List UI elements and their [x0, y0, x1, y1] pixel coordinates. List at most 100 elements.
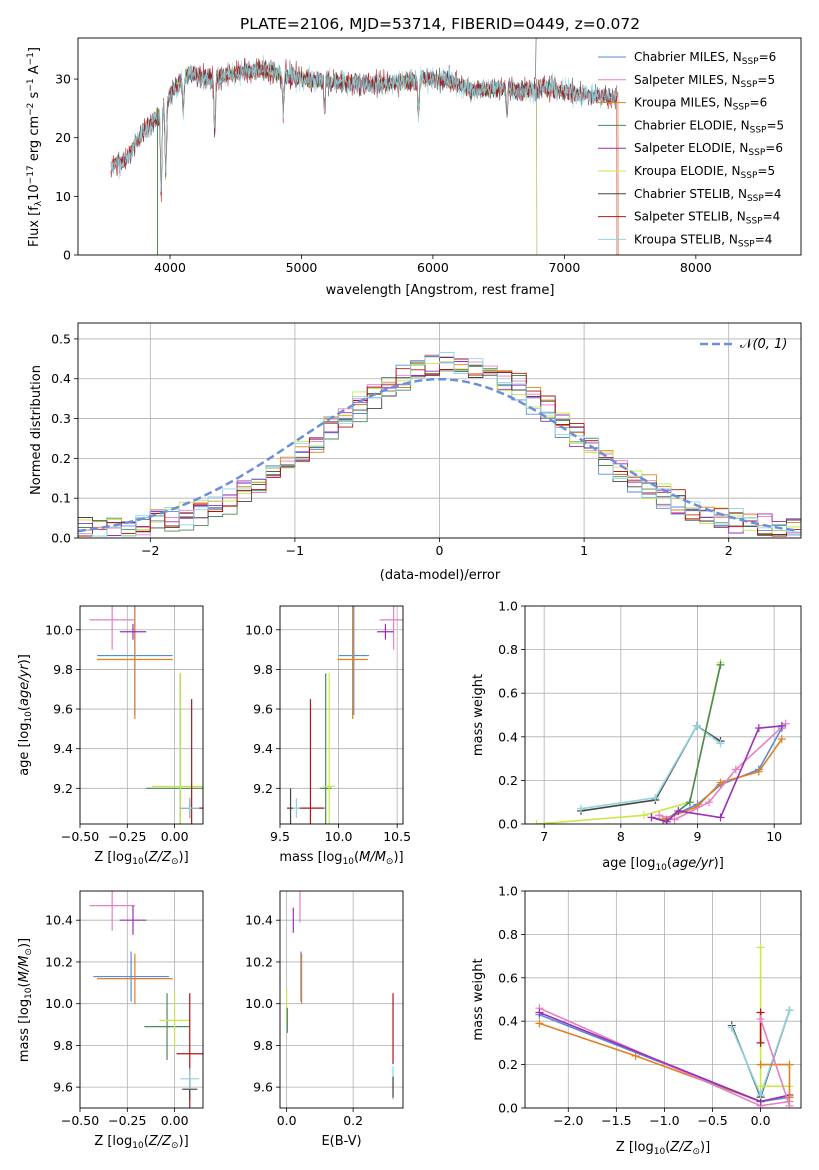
label-part: Z [669, 1140, 680, 1155]
weight-marker [756, 1015, 765, 1024]
y-tick-label: 0.6 [498, 970, 518, 985]
label-part: age [log [17, 723, 32, 776]
hist-kroupa-stelib [78, 351, 801, 537]
label-part: age [log [602, 856, 655, 871]
weight-marker [756, 1038, 765, 1047]
label-part: Z [148, 850, 159, 865]
label-part: =5 [757, 73, 775, 87]
label-part: Salpeter ELODIE, N [634, 141, 748, 155]
label-part: mass weight [471, 674, 486, 756]
x-tick-label: 0.0 [277, 1113, 297, 1128]
label-part: )] [179, 850, 189, 865]
plot-area [280, 891, 403, 1108]
y-tick-label: 9.8 [53, 1038, 73, 1053]
x-tick-label: −1.0 [649, 1113, 679, 1128]
weight-marker [716, 813, 725, 822]
y-tick-label: 0.0 [51, 531, 71, 546]
weight-marker [756, 1082, 765, 1091]
weight-line-kroupa-stelib [580, 724, 721, 810]
plot-area [525, 606, 801, 824]
legend-entry: Kroupa ELODIE, NSSP=5 [634, 164, 775, 181]
y-tick-label: 10.0 [245, 622, 273, 637]
label-part: Kroupa ELODIE, N [634, 164, 741, 178]
x-axis-label: E(B-V) [321, 1134, 361, 1149]
label-part: −2 [26, 103, 36, 116]
plot-area [110, 38, 619, 255]
label-part: 10 [654, 1147, 666, 1157]
weight-marker [705, 798, 713, 807]
label-part: ⊙ [386, 857, 394, 867]
x-tick-label: 7 [540, 829, 548, 844]
y-tick-label: 0.0 [498, 817, 518, 832]
weight-line-chabrier-miles [651, 727, 783, 821]
y-tick-label: 9.2 [53, 781, 73, 796]
y-tick-label: 1.0 [498, 884, 518, 899]
y-tick-label: 10.0 [45, 996, 73, 1011]
y-tick-label: 9.4 [53, 741, 73, 756]
legend-entry: Chabrier MILES, NSSP=6 [634, 50, 776, 67]
legend-entry: Salpeter ELODIE, NSSP=6 [634, 141, 783, 158]
label-part: M [375, 850, 386, 865]
chart-title: PLATE=2106, MJD=53714, FIBERID=0449, z=0… [240, 15, 640, 33]
label-part: M [359, 850, 370, 865]
label-part: Chabrier STELIB, N [634, 187, 747, 201]
y-tick-label: 1.0 [498, 599, 518, 614]
axes-frame [524, 605, 802, 825]
y-tick-label: 9.8 [53, 662, 73, 677]
label-part: / [157, 850, 164, 865]
y-tick-label: 10.2 [45, 954, 73, 969]
label-part: )] [179, 1134, 189, 1149]
x-tick-label: 7000 [548, 260, 580, 275]
x-tick-label: 0.00 [161, 829, 189, 844]
y-tick-label: 30 [55, 72, 71, 87]
weight-marker [655, 811, 664, 820]
label-part: ( [354, 850, 359, 865]
label-part: age [17, 682, 32, 706]
y-tick-label: 0 [63, 248, 71, 263]
y-tick-label: 0.8 [498, 927, 518, 942]
weight-marker [756, 1090, 765, 1099]
y-tick-label: 10.4 [45, 913, 73, 928]
weight-marker [535, 1019, 544, 1028]
y-tick-label: 0.0 [498, 1101, 518, 1116]
weight-marker [662, 817, 671, 824]
label-part: 10 [24, 711, 34, 723]
label-part: ( [665, 1140, 670, 1155]
normal-curve [78, 377, 799, 533]
x-tick-label: 0.00 [161, 1113, 189, 1128]
label-part: yr [17, 663, 32, 679]
label-part: SSP [748, 148, 765, 158]
x-tick-label: 0.0 [751, 1113, 771, 1128]
weight-marker [777, 721, 786, 730]
label-part: Flux [f [27, 206, 42, 247]
label-part: ( [144, 850, 149, 865]
y-tick-label: 0.5 [51, 331, 71, 346]
legend-entry: Chabrier ELODIE, NSSP=5 [634, 118, 784, 135]
plot-area [280, 606, 403, 824]
x-tick-label: 6000 [417, 260, 449, 275]
label-part: M [17, 956, 32, 967]
label-part: s [27, 91, 42, 102]
weight-marker [756, 943, 765, 952]
label-part: mass weight [471, 958, 486, 1040]
plot-area [525, 891, 801, 1108]
label-part: SSP [741, 80, 758, 90]
label-part: SSP [742, 57, 759, 67]
weight-marker [727, 1023, 736, 1032]
y-tick-label: 0.4 [498, 1014, 518, 1029]
legend-entry: Salpeter MILES, NSSP=5 [634, 73, 775, 90]
x-tick-label: 5000 [286, 260, 318, 275]
weight-marker [716, 660, 725, 669]
label-part: erg cm [27, 116, 42, 165]
label-part: / [157, 1134, 164, 1149]
x-tick-label: −2.0 [553, 1113, 583, 1128]
label-part: E(B-V) [321, 1134, 361, 1149]
label-part: SSP [741, 171, 758, 181]
weight-marker [731, 765, 740, 774]
legend-entry: 𝒩(0, 1) [740, 337, 787, 352]
label-part: 10 [24, 987, 34, 999]
x-tick-label: −0.50 [61, 829, 99, 844]
legend-entry: Kroupa STELIB, NSSP=4 [634, 232, 772, 249]
label-part: Chabrier ELODIE, N [634, 118, 750, 132]
label-part: A [27, 65, 42, 78]
